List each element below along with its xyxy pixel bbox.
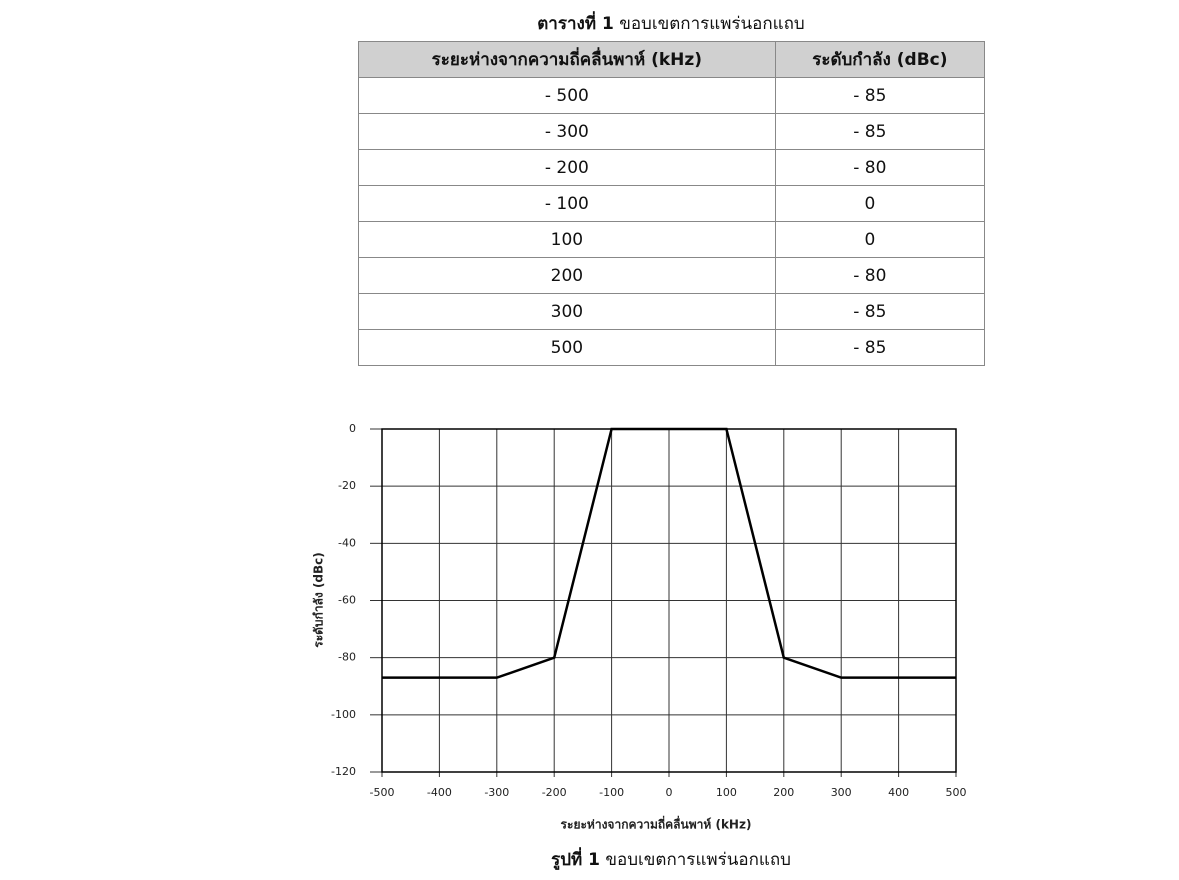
table-row: - 200- 80 <box>358 149 986 186</box>
table-row: 200- 80 <box>358 257 986 294</box>
table-cell: 500 <box>358 329 776 366</box>
y-tick-label: -100 <box>331 708 356 721</box>
y-tick-label: -80 <box>338 651 356 664</box>
table-body: - 500- 85- 300- 85- 200- 80- 100 0 100 0 200… <box>358 77 986 366</box>
table-row: - 300- 85 <box>358 113 986 150</box>
x-tick-label: 0 <box>666 786 673 799</box>
x-axis-label: ระยะห่างจากความถี่คลื่นพาห์ (kHz) <box>561 816 752 832</box>
table-cell: 200 <box>358 257 776 294</box>
caption-label: ตารางที่ 1 <box>537 14 614 34</box>
x-tick-label: 200 <box>773 786 794 799</box>
table-cell: - 300 <box>358 113 776 150</box>
table-cell: 100 <box>358 221 776 258</box>
table-cell: - 80 <box>774 149 986 186</box>
header-cell: ระยะห่างจากความถี่คลื่นพาห์ (kHz) <box>358 41 776 78</box>
y-tick-label: 0 <box>349 422 356 435</box>
table-cell: 0 <box>774 221 986 258</box>
y-tick-label: -40 <box>338 536 356 549</box>
caption-text: ขอบเขตการแพร่นอกแถบ <box>619 14 805 34</box>
table-caption: ตารางที่ 1 ขอบเขตการแพร่นอกแถบ <box>358 10 984 37</box>
chart: 0 -20 -40 -60 -80 -100 -120 -500 -400 -300 -200 -10… <box>312 422 967 832</box>
table-cell: - 85 <box>774 77 986 114</box>
x-tick-label: -400 <box>427 786 452 799</box>
table-cell: - 500 <box>358 77 776 114</box>
y-tick-label: -120 <box>331 765 356 778</box>
table-row: - 500- 85 <box>358 77 986 114</box>
table-cell: - 200 <box>358 149 776 186</box>
table-row: 100 0 <box>358 221 986 258</box>
header-cell: ระดับกำลัง (dBc) <box>774 41 986 78</box>
x-tick-label: -500 <box>370 786 395 799</box>
table-cell: 300 <box>358 293 776 330</box>
table-cell: - 80 <box>774 257 986 294</box>
x-tick-label: 300 <box>831 786 852 799</box>
table-cell: - 85 <box>774 293 986 330</box>
y-tick-label: -60 <box>338 594 356 607</box>
figure-caption: รูปที่ 1 ขอบเขตการแพร่นอกแถบ <box>358 846 984 873</box>
data-line <box>382 427 956 679</box>
table-cell: - 85 <box>774 113 986 150</box>
table-cell: - 100 <box>358 185 776 222</box>
y-tick-label: -20 <box>338 479 356 492</box>
caption-text: ขอบเขตการแพร่นอกแถบ <box>605 850 791 870</box>
table-cell: 0 <box>774 185 986 222</box>
x-tick-label: 100 <box>716 786 737 799</box>
x-tick-label: -300 <box>484 786 509 799</box>
table-row: 300- 85 <box>358 293 986 330</box>
y-axis-label: ระดับกำลัง (dBc) <box>312 552 326 648</box>
x-tick-label: -200 <box>542 786 567 799</box>
x-tick-label: 500 <box>946 786 967 799</box>
x-tick-label: 400 <box>888 786 909 799</box>
table-cell: - 85 <box>774 329 986 366</box>
x-tick-label: -100 <box>599 786 624 799</box>
table-row: 500- 85 <box>358 329 986 366</box>
table: ระยะห่างจากความถี่คลื่นพาห์ (kHz) ระดับก… <box>358 41 986 366</box>
table-row: - 100 0 <box>358 185 986 222</box>
caption-label: รูปที่ 1 <box>551 850 600 870</box>
